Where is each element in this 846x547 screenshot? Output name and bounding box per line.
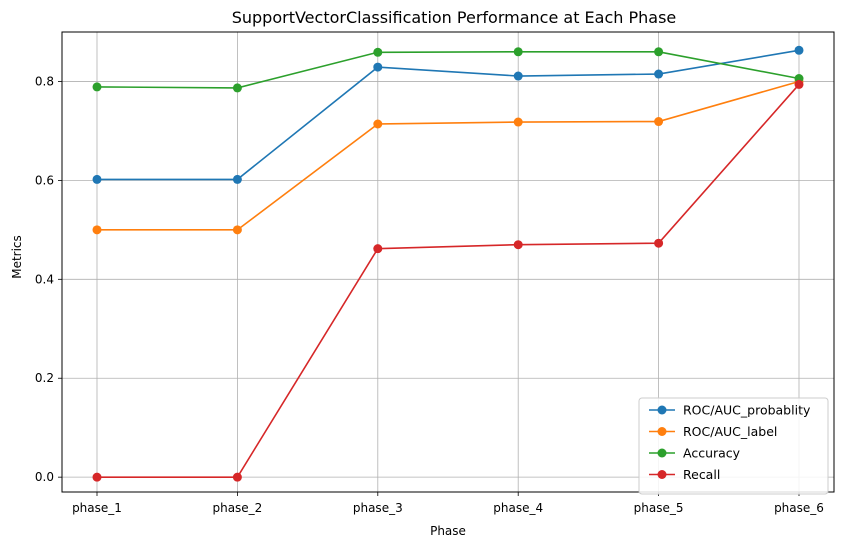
y-tick-label: 0.8 bbox=[35, 74, 54, 88]
legend-box bbox=[638, 397, 829, 495]
x-tick-label: phase_1 bbox=[72, 501, 122, 515]
data-point bbox=[92, 174, 102, 184]
y-tick-label: 0.0 bbox=[35, 470, 54, 484]
series-line bbox=[97, 80, 800, 231]
plot-area-frame bbox=[61, 31, 835, 493]
legend-label: ROC/AUC_label bbox=[683, 424, 777, 439]
data-point bbox=[513, 240, 523, 250]
legend-entry: ROC/AUC_probablity bbox=[649, 403, 811, 418]
series-roc-auc-probablity bbox=[92, 45, 804, 184]
chart-title: SupportVectorClassification Performance … bbox=[232, 8, 677, 27]
y-tick-label: 0.2 bbox=[35, 371, 54, 385]
x-tick-label: phase_5 bbox=[634, 501, 684, 515]
data-point bbox=[373, 244, 383, 254]
series-group bbox=[92, 45, 804, 482]
data-point bbox=[654, 117, 664, 127]
x-tick-label: phase_4 bbox=[493, 501, 543, 515]
legend-label: Recall bbox=[683, 467, 720, 482]
legend-entry: Recall bbox=[649, 467, 720, 482]
series-line bbox=[97, 49, 800, 181]
legend-marker bbox=[657, 470, 667, 479]
data-point bbox=[92, 225, 102, 235]
legend-marker bbox=[657, 448, 667, 458]
legend-entry: Accuracy bbox=[649, 446, 741, 461]
data-point bbox=[513, 117, 523, 127]
data-point bbox=[654, 47, 664, 57]
data-point bbox=[232, 225, 242, 235]
data-point bbox=[794, 45, 804, 55]
series-roc-auc-label bbox=[92, 76, 804, 235]
y-tick-label: 0.6 bbox=[35, 173, 54, 187]
legend-marker bbox=[657, 427, 667, 436]
data-point bbox=[232, 472, 242, 482]
x-tick-label: phase_2 bbox=[212, 501, 262, 515]
data-point bbox=[373, 62, 383, 72]
data-point bbox=[794, 79, 804, 89]
legend-label: Accuracy bbox=[683, 446, 741, 461]
data-point bbox=[232, 83, 242, 93]
series-line bbox=[96, 50, 800, 89]
legend-marker bbox=[657, 405, 667, 415]
data-point bbox=[654, 238, 664, 248]
x-tick-label: phase_3 bbox=[353, 501, 403, 515]
y-tick-label: 0.4 bbox=[35, 272, 54, 286]
data-point bbox=[654, 69, 664, 79]
legend: ROC/AUC_probablity ROC/AUC_label Accuracy R… bbox=[638, 397, 829, 495]
data-point bbox=[513, 47, 523, 57]
x-axis-label: Phase bbox=[430, 524, 466, 538]
data-point bbox=[373, 119, 383, 129]
y-axis-label: Metrics bbox=[10, 235, 24, 279]
data-point bbox=[373, 47, 383, 57]
legend-entry: ROC/AUC_label bbox=[649, 424, 777, 439]
data-point bbox=[92, 472, 102, 482]
axis-ticks: phase_1 phase_2 phase_3 phase_4 phase_5 phase… bbox=[35, 74, 824, 515]
data-point bbox=[232, 174, 242, 184]
data-point bbox=[513, 71, 523, 81]
x-tick-label: phase_6 bbox=[774, 501, 824, 515]
series-recall bbox=[92, 79, 804, 482]
series-line bbox=[97, 83, 800, 478]
data-point bbox=[92, 82, 102, 92]
legend-label: ROC/AUC_probablity bbox=[683, 403, 811, 418]
